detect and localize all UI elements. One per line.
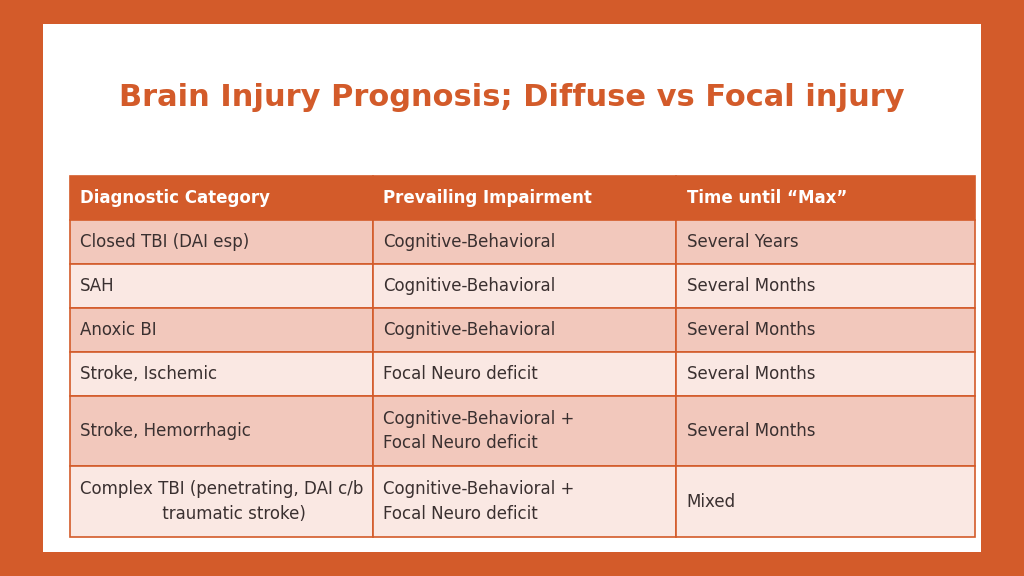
Text: Several Months: Several Months — [686, 321, 815, 339]
Bar — [70, 264, 373, 308]
Bar — [70, 176, 373, 219]
Bar — [373, 264, 676, 308]
Bar — [373, 219, 676, 264]
Bar — [373, 308, 676, 352]
Text: Cognitive-Behavioral +
Focal Neuro deficit: Cognitive-Behavioral + Focal Neuro defic… — [384, 480, 574, 523]
Text: Complex TBI (penetrating, DAI c/b
     traumatic stroke): Complex TBI (penetrating, DAI c/b trauma… — [80, 480, 362, 523]
Bar — [676, 219, 975, 264]
Bar — [373, 467, 676, 537]
Text: Stroke, Ischemic: Stroke, Ischemic — [80, 365, 217, 383]
Text: Anoxic BI: Anoxic BI — [80, 321, 157, 339]
Bar — [70, 467, 373, 537]
Text: Cognitive-Behavioral: Cognitive-Behavioral — [384, 277, 556, 295]
Bar — [373, 396, 676, 467]
Text: Several Months: Several Months — [686, 422, 815, 440]
Bar — [676, 467, 975, 537]
Text: Focal Neuro deficit: Focal Neuro deficit — [384, 365, 539, 383]
Text: Cognitive-Behavioral: Cognitive-Behavioral — [384, 321, 556, 339]
Bar — [70, 396, 373, 467]
Bar — [676, 264, 975, 308]
Text: Several Months: Several Months — [686, 365, 815, 383]
Bar — [70, 219, 373, 264]
Bar — [676, 176, 975, 219]
Text: Cognitive-Behavioral: Cognitive-Behavioral — [384, 233, 556, 251]
Bar — [676, 308, 975, 352]
Bar — [676, 352, 975, 396]
Text: Several Years: Several Years — [686, 233, 798, 251]
Text: Cognitive-Behavioral +
Focal Neuro deficit: Cognitive-Behavioral + Focal Neuro defic… — [384, 410, 574, 452]
Bar — [676, 396, 975, 467]
Text: Diagnostic Category: Diagnostic Category — [80, 189, 270, 207]
Text: Stroke, Hemorrhagic: Stroke, Hemorrhagic — [80, 422, 251, 440]
Bar — [373, 352, 676, 396]
Bar — [70, 308, 373, 352]
Text: SAH: SAH — [80, 277, 115, 295]
Text: Several Months: Several Months — [686, 277, 815, 295]
Bar — [373, 176, 676, 219]
Text: Time until “Max”: Time until “Max” — [686, 189, 847, 207]
Text: Closed TBI (DAI esp): Closed TBI (DAI esp) — [80, 233, 250, 251]
Bar — [70, 352, 373, 396]
Text: Prevailing Impairment: Prevailing Impairment — [384, 189, 592, 207]
Text: Brain Injury Prognosis; Diffuse vs Focal injury: Brain Injury Prognosis; Diffuse vs Focal… — [119, 84, 905, 112]
Text: Mixed: Mixed — [686, 492, 735, 510]
